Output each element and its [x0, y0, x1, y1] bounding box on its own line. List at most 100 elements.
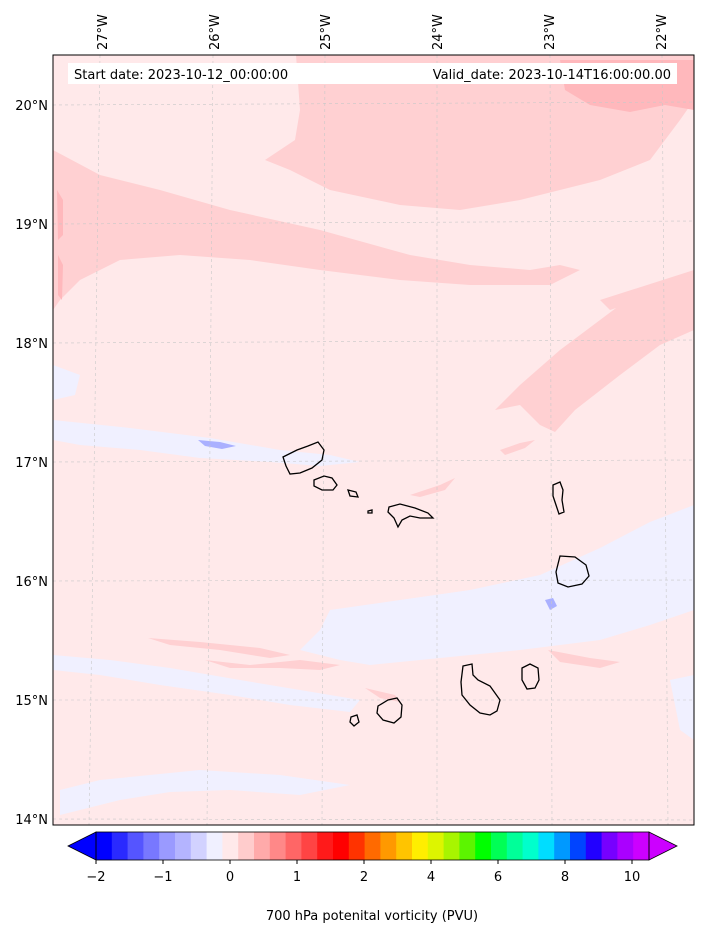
longitude-labels: 27°W 26°W 25°W 24°W 23°W 22°W — [96, 14, 670, 50]
colorbar-cell — [459, 832, 476, 860]
lat-label: 19°N — [15, 218, 48, 233]
colorbar-cell — [380, 832, 397, 860]
island-santo-antao — [282, 441, 325, 475]
colorbar-cell — [522, 832, 539, 860]
lat-label: 17°N — [15, 456, 48, 471]
island-santiago — [460, 663, 501, 716]
colorbar-cell — [301, 832, 318, 860]
colorbar-cell — [317, 832, 334, 860]
lat-label: 20°N — [15, 99, 48, 114]
lon-label: 23°W — [543, 14, 558, 50]
pv-patch-center-2 — [500, 440, 535, 455]
pv-streak-south-2 — [205, 660, 340, 670]
map-frame — [52, 54, 695, 826]
pv-streak-south — [148, 638, 290, 658]
island-maio — [521, 663, 540, 690]
lon-label: 22°W — [655, 14, 670, 50]
colorbar-cells — [96, 832, 650, 860]
island-branco — [367, 509, 373, 514]
graticule — [52, 54, 695, 826]
colorbar-cell — [143, 832, 160, 860]
pv-band-east — [495, 272, 694, 432]
pv-streak-west-2 — [58, 255, 63, 300]
colorbar-cell — [538, 832, 555, 860]
pv-neg-east-low — [670, 675, 694, 740]
start-date-label: Start date: 2023-10-12_00:00:00 — [74, 68, 288, 83]
colorbar-cell — [222, 832, 239, 860]
colorbar-tick-label: 0 — [226, 870, 234, 885]
colorbar-cell — [238, 832, 255, 860]
colorbar-cell — [96, 832, 113, 860]
lon-label: 26°W — [208, 14, 223, 50]
colorbar-cell — [633, 832, 650, 860]
lon-label: 25°W — [319, 14, 334, 50]
colorbar-cell — [412, 832, 429, 860]
colorbar-cell — [617, 832, 634, 860]
island-boa-vista — [555, 555, 590, 588]
colorbar-cell — [333, 832, 350, 860]
colorbar-cell — [506, 832, 523, 860]
colorbar-cell — [190, 832, 207, 860]
pv-patch-center — [410, 478, 455, 497]
colorbar-cell — [348, 832, 365, 860]
pv-streak-southeast — [548, 650, 620, 668]
colorbar-cell — [475, 832, 492, 860]
pv-neg-band-south — [300, 505, 694, 665]
coastlines — [282, 441, 590, 727]
colorbar-cell — [570, 832, 587, 860]
valid-date-label: Valid_date: 2023-10-14T16:00:00.00 — [433, 68, 671, 83]
colorbar-tick-label: 10 — [624, 870, 641, 885]
colorbar-tick-label: 2 — [360, 870, 368, 885]
lon-label: 27°W — [96, 14, 111, 50]
colorbar-tick-label: −1 — [153, 870, 172, 885]
colorbar-extend-low — [67, 831, 97, 861]
lat-label: 16°N — [15, 575, 48, 590]
pv-neg-spot-1 — [198, 440, 236, 449]
pv-streak-south-3 — [365, 688, 400, 702]
island-sal — [552, 481, 565, 515]
colorbar-cell — [206, 832, 223, 860]
date-header-box — [68, 63, 677, 84]
pv-neg-west — [53, 365, 80, 400]
colorbar-cell — [491, 832, 508, 860]
colorbar-tick-label: 1 — [293, 870, 301, 885]
pv-neg-southwest — [60, 770, 350, 815]
colorbar-tick-label: −2 — [86, 870, 105, 885]
latitude-labels: 20°N 19°N 18°N 17°N 16°N 15°N 14°N — [15, 99, 48, 828]
colorbar-cell — [175, 832, 192, 860]
island-sao-nicolau — [387, 503, 435, 529]
colorbar-title: 700 hPa potenital vorticity (PVU) — [266, 909, 478, 924]
colorbar-cell — [364, 832, 381, 860]
colorbar-outline — [95, 831, 650, 861]
colorbar-cell — [585, 832, 602, 860]
lon-label: 24°W — [431, 14, 446, 50]
colorbar-cell — [396, 832, 413, 860]
colorbar-ticks — [95, 860, 633, 864]
colorbar-cell — [554, 832, 571, 860]
colorbar-tick-label: 8 — [561, 870, 569, 885]
colorbar-cell — [443, 832, 460, 860]
pv-neg-spot-2 — [545, 598, 557, 610]
pv-band-east-2 — [600, 270, 694, 310]
colorbar-cell — [111, 832, 128, 860]
island-santa-luzia — [347, 489, 360, 498]
colorbar-cell — [127, 832, 144, 860]
pv-streak-west — [57, 190, 63, 240]
island-fogo — [376, 697, 403, 724]
island-brava — [349, 714, 360, 727]
colorbar-cell — [254, 832, 271, 860]
colorbar: −2 −1 0 1 2 4 6 8 10 700 hPa potenital v… — [67, 831, 678, 924]
colorbar-cell — [601, 832, 618, 860]
island-sao-vicente — [313, 475, 338, 491]
colorbar-tick-label: 6 — [494, 870, 502, 885]
colorbar-tick-label: 4 — [427, 870, 435, 885]
colorbar-cell — [159, 832, 176, 860]
colorbar-cell — [269, 832, 286, 860]
lat-label: 14°N — [15, 813, 48, 828]
lat-label: 18°N — [15, 337, 48, 352]
colorbar-cell — [427, 832, 444, 860]
map-panel[interactable]: Start date: 2023-10-12_00:00:00 Valid_da… — [52, 54, 695, 826]
colorbar-extend-high — [648, 831, 678, 861]
pv-neg-band-south-2 — [53, 655, 360, 712]
pv-band-west — [53, 150, 580, 310]
